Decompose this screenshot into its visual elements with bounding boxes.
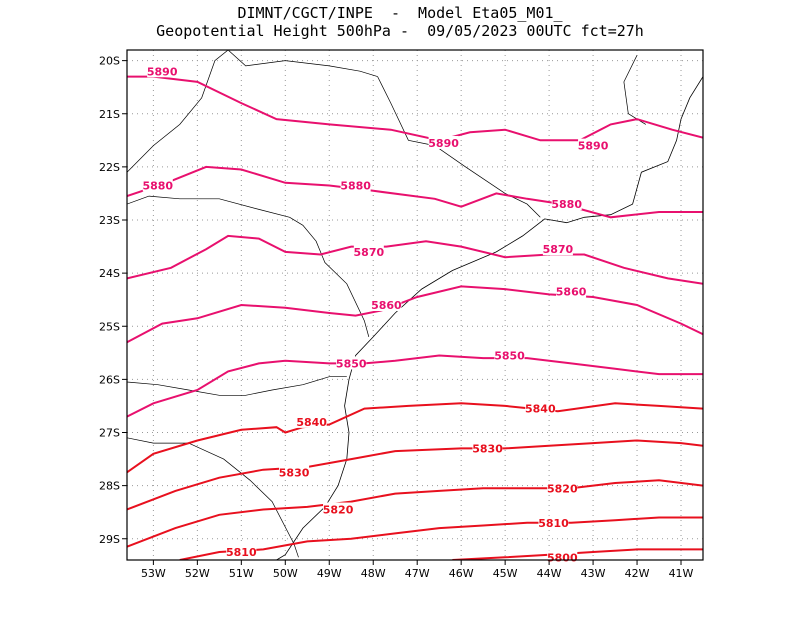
contour-label-bg [296,414,327,428]
title-line-1: DIMNT/CGCT/INPE - Model Eta05_M01_ [237,4,563,22]
contour-label-bg [525,401,556,415]
contour-label: 5820 [323,504,354,517]
contour-label: 5870 [354,246,385,259]
contour-label-bg [578,138,609,152]
lon-tick-label: 47W [405,567,430,580]
coastline [276,76,703,560]
lon-tick-label: 49W [317,567,342,580]
lat-tick-label: 20S [99,55,120,68]
state-borders [127,50,646,558]
coastline-path [276,76,703,560]
lat-tick-label: 25S [99,320,120,333]
contour-lines [127,75,703,560]
contour-label: 5840 [296,416,327,429]
contour-label: 5860 [371,299,402,312]
contour-5850 [127,354,703,418]
lon-tick-label: 44W [537,567,562,580]
lon-tick-label: 52W [185,567,210,580]
lon-tick-label: 42W [625,567,650,580]
contour-label: 5810 [538,517,569,530]
contour-labels: 5890 5890 5890 5880 5880 5880 5870 5870 5860 5860… [142,64,609,564]
contour-label: 5870 [543,243,574,256]
lon-axis: 53W 52W 51W 50W 49W 48W 47W 46W 45W 44W 43W 42W 41W [141,560,694,580]
contour-label: 5830 [279,466,310,479]
contour-5800 [452,548,703,560]
plot-frame [126,49,704,561]
lon-tick-label: 51W [229,567,254,580]
contour-label: 5860 [556,286,587,299]
lon-tick-label: 45W [493,567,518,580]
lon-tick-label: 50W [273,567,298,580]
lat-tick-label: 23S [99,214,120,227]
contour-label-bg [336,356,367,370]
contour-label: 5850 [494,349,525,362]
contour-label-bg [556,284,587,298]
state-border [148,195,370,337]
lat-axis: 20S 21S 22S 23S 24S 25S 26S 27S 28S 29S [99,55,127,546]
contour-label: 5850 [336,357,367,370]
title-line-2: Geopotential Height 500hPa - 09/05/2023 … [156,22,644,40]
contour-5820 [127,479,703,548]
contour-label-bg [542,242,573,256]
contour-label-bg [323,502,354,516]
contour-label: 5830 [472,442,503,455]
contour-label: 5880 [340,179,371,192]
lat-tick-label: 21S [99,108,120,121]
lat-tick-label: 27S [99,427,120,440]
state-border [127,195,150,205]
contour-label: 5820 [547,482,578,495]
contour-label-bg [147,64,178,78]
lat-tick-label: 24S [99,267,120,280]
contour-label: 5880 [142,179,173,192]
contour-label-bg [547,481,578,495]
contour-label-bg [472,441,503,455]
contour-label: 5890 [578,140,609,153]
contour-5840 [127,402,703,474]
lat-tick-label: 28S [99,480,120,493]
state-border [127,50,229,173]
contour-5870 [127,234,703,285]
contour-label: 5810 [226,546,257,559]
contour-5880 [127,165,703,219]
contour-label-bg [279,465,310,479]
state-border [127,376,347,396]
contour-5890 [127,75,703,142]
contour-label-bg [371,298,402,311]
lon-tick-label: 46W [449,567,474,580]
state-border [227,50,378,77]
contour-label: 5880 [551,198,582,211]
contour-label-bg [428,135,459,149]
lon-tick-label: 43W [581,567,606,580]
contour-label-bg [353,244,384,258]
contour-label-bg [538,515,569,529]
state-border [127,437,299,558]
contour-5830 [127,439,703,511]
contour-label-bg [551,197,582,211]
lon-tick-label: 53W [141,567,166,580]
contour-label: 5800 [547,551,578,564]
contour-label-bg [226,545,257,559]
contour-label-bg [494,348,525,362]
contour-label: 5890 [428,137,459,150]
lat-tick-label: 22S [99,161,120,174]
contour-label: 5840 [525,403,556,416]
lat-tick-label: 29S [99,533,120,546]
state-border [377,76,541,218]
lon-tick-label: 48W [361,567,386,580]
contour-label-bg [142,178,173,192]
contour-label: 5890 [147,65,178,78]
contour-5810 [179,516,703,560]
lon-tick-label: 41W [669,567,694,580]
contour-label-bg [340,178,371,192]
lat-tick-label: 26S [99,373,120,386]
